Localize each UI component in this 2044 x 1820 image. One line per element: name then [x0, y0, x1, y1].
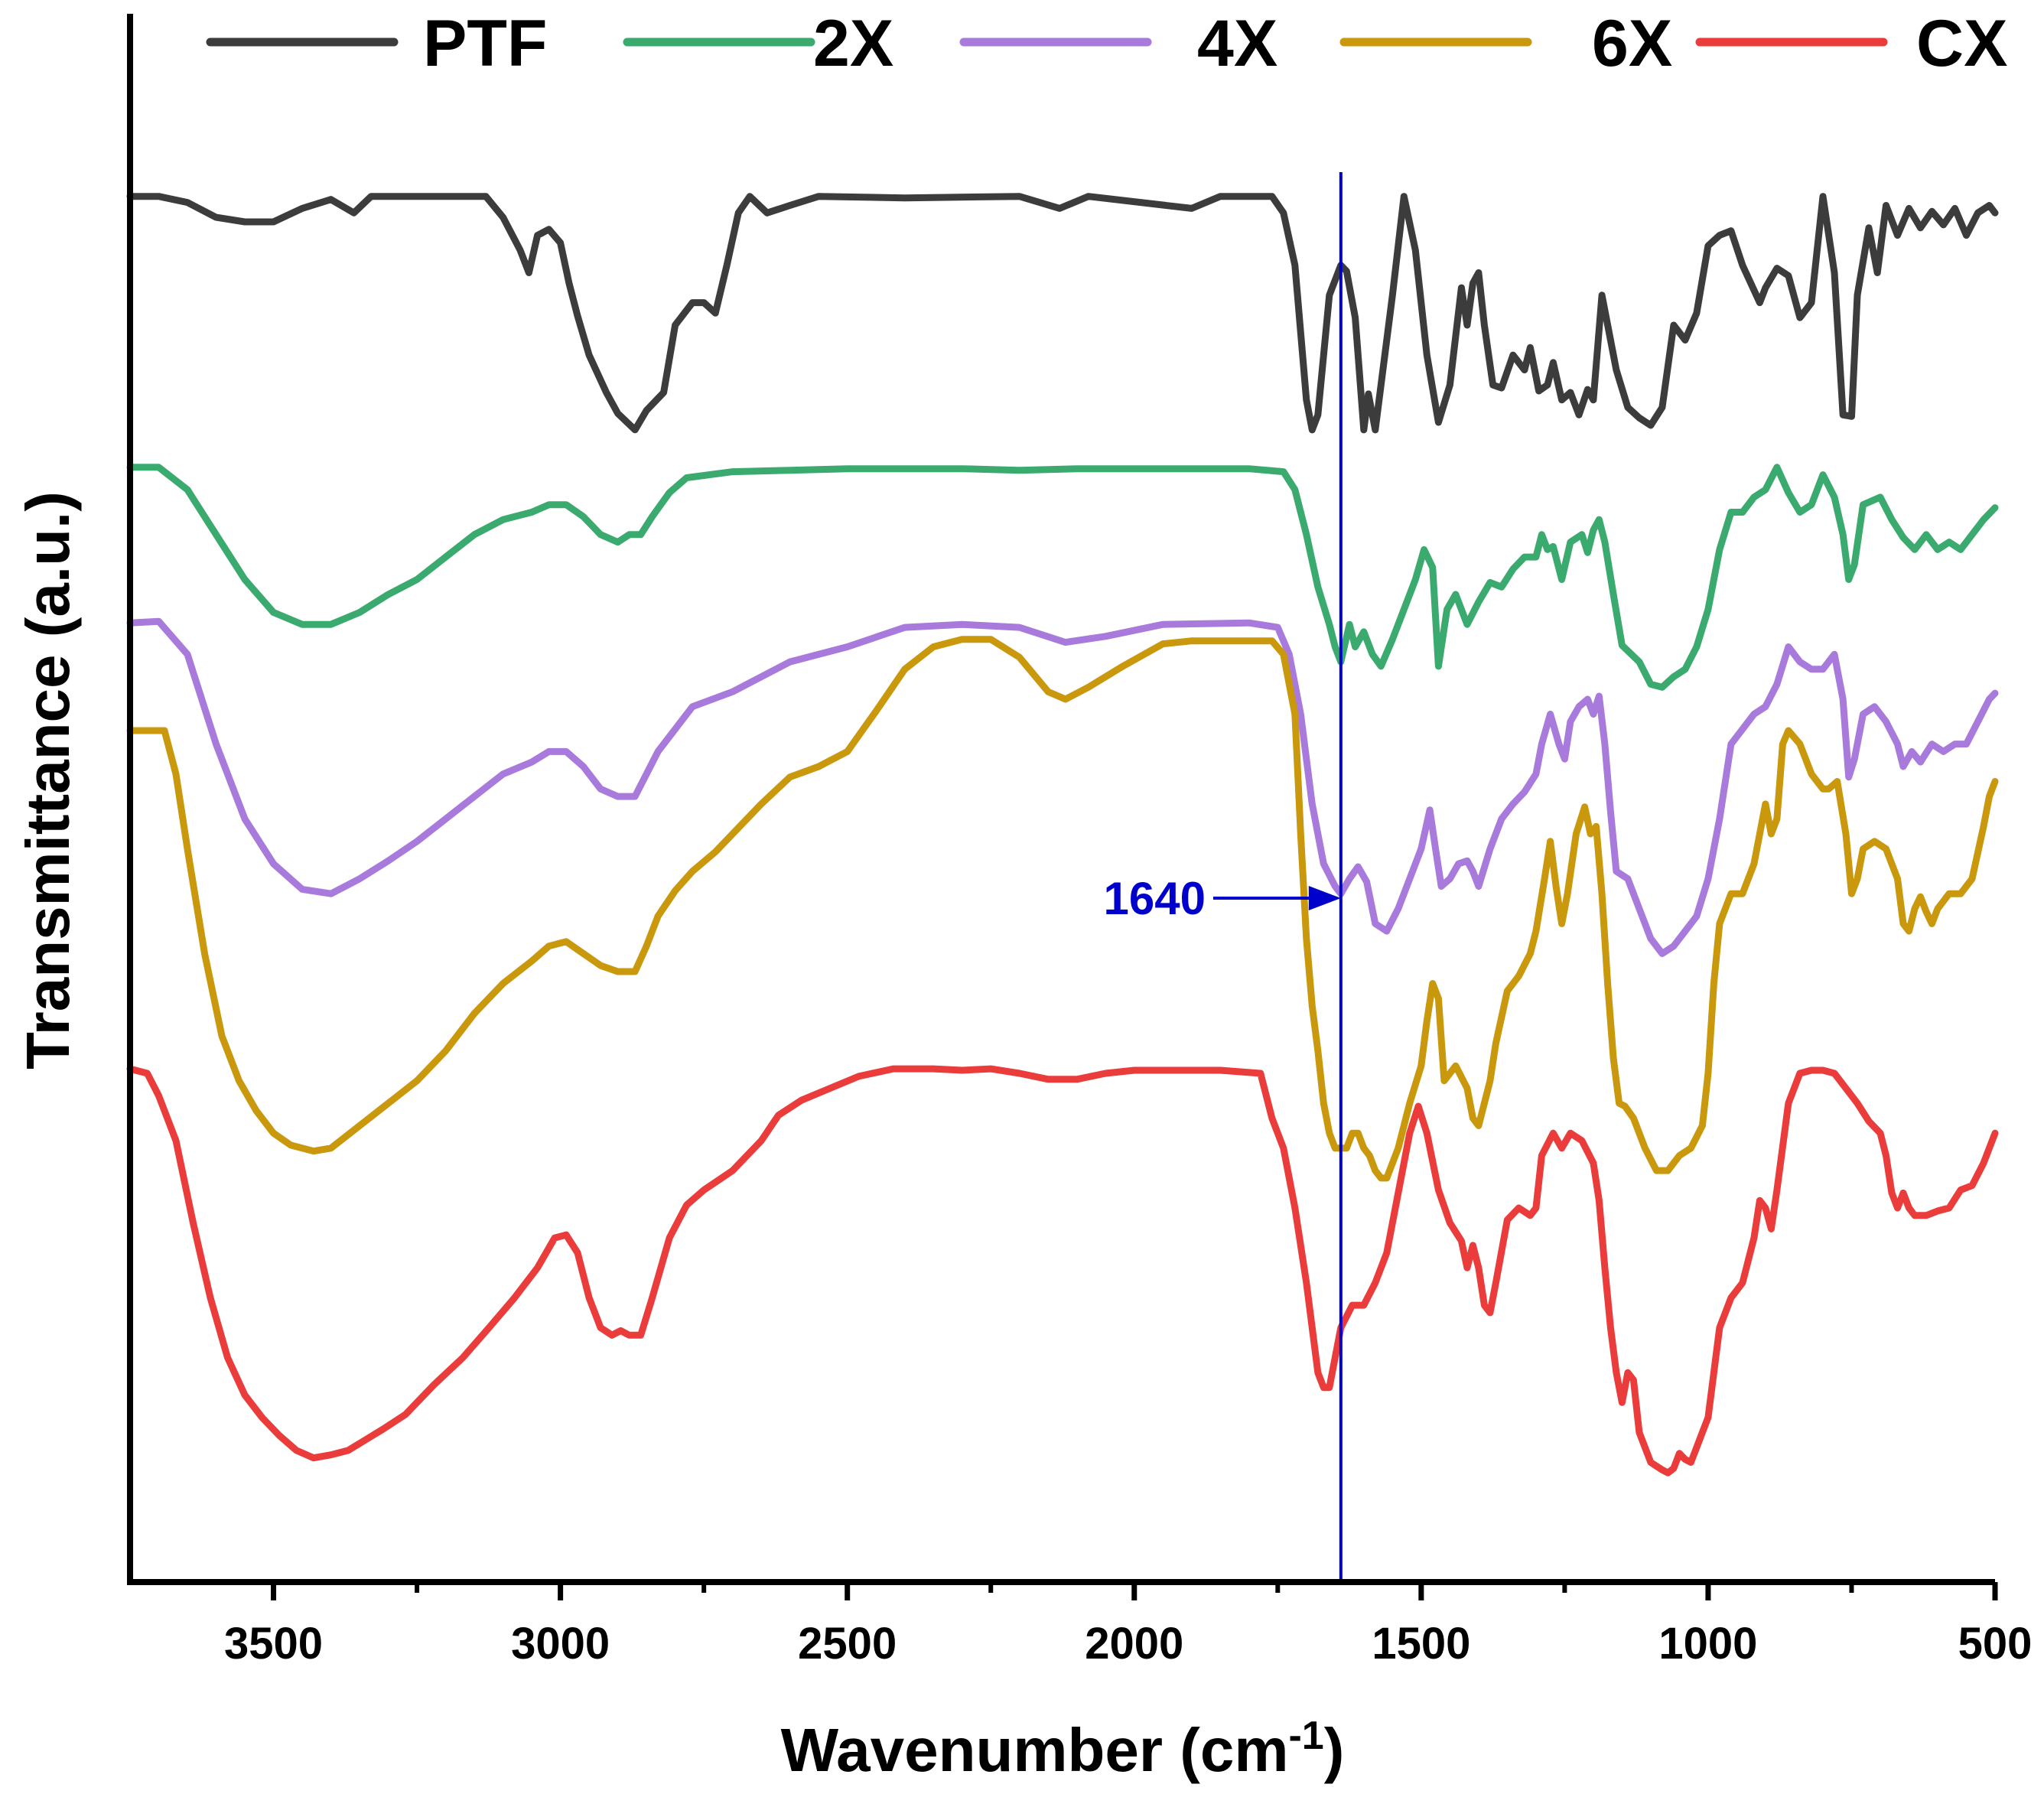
legend-label-ptf: PTF	[423, 7, 547, 80]
x-tick-label-1500: 1500	[1372, 1619, 1470, 1669]
series-group	[126, 193, 1999, 1477]
series-line-cx	[126, 1065, 1999, 1477]
axes-group	[127, 14, 1995, 1585]
x-tick-label-2500: 2500	[798, 1619, 897, 1669]
annotation-label: 1640	[1104, 873, 1206, 924]
legend-label-cx: CX	[1916, 7, 2007, 80]
x-axis-title-main: Wavenumber (cm	[781, 1716, 1289, 1784]
annotation-group: 1640	[1104, 172, 1343, 1582]
legend-label-6x: 6X	[1592, 7, 1672, 80]
series-line-ptf	[126, 193, 1999, 434]
x-tick-label-1000: 1000	[1658, 1619, 1757, 1669]
x-axis-title-superscript: -1	[1288, 1714, 1323, 1758]
annotation-arrowhead	[1308, 886, 1341, 910]
legend-label-4x: 4X	[1197, 7, 1278, 80]
series-line-4x	[126, 617, 1999, 957]
x-axis-title-close: )	[1324, 1716, 1345, 1784]
series-line-2x	[126, 464, 1999, 691]
legend: PTF 2X 4X 6X CX	[206, 7, 2007, 80]
legend-label-2x: 2X	[813, 7, 893, 80]
x-tick-label-2000: 2000	[1085, 1619, 1183, 1669]
series-line-6x	[126, 636, 1999, 1182]
x-tick-label-3500: 3500	[224, 1619, 323, 1669]
x-tick-label-500: 500	[1958, 1619, 2033, 1669]
x-axis-title: Wavenumber (cm-1)	[781, 1714, 1345, 1784]
y-axis-title: Transmittance (a.u.)	[14, 491, 82, 1070]
x-tick-label-3000: 3000	[511, 1619, 610, 1669]
x-ticks-group: 3500 3000 2500 2000 1500 1000 500	[224, 1582, 2032, 1669]
